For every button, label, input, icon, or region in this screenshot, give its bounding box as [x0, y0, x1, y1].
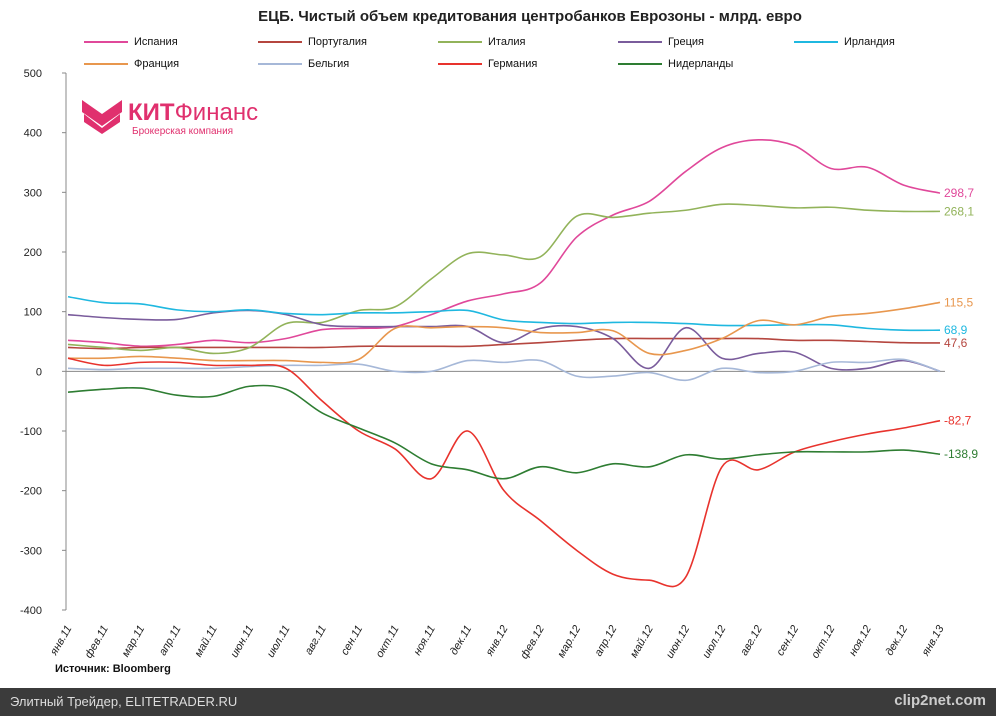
legend-label: Бельгия	[308, 58, 350, 70]
y-tick-label: -400	[20, 605, 42, 617]
x-tick-label: янв.11	[48, 624, 75, 659]
kitfinance-logo: КИТФинанс Брокерская компания	[80, 92, 260, 147]
x-tick-label: янв.13	[919, 623, 947, 659]
x-tick-label: мар.12	[555, 624, 583, 660]
legend-label: Нидерланды	[668, 58, 734, 70]
y-tick-label: -100	[20, 426, 42, 438]
y-tick-label: 100	[24, 307, 42, 319]
end-label: -138,9	[944, 447, 978, 461]
y-tick-label: -300	[20, 545, 42, 557]
end-label: 68,9	[944, 323, 968, 337]
x-tick-label: апр.11	[157, 624, 184, 658]
legend-swatch	[258, 63, 302, 65]
x-tick-label: ноя.11	[411, 624, 438, 658]
x-tick-label: дек.11	[448, 624, 474, 658]
legend-label: Греция	[668, 36, 704, 48]
series-line-Ирландия	[67, 295, 941, 332]
x-tick-label: апр.12	[592, 624, 619, 659]
legend-label: Ирландия	[844, 36, 895, 48]
legend-swatch	[794, 41, 838, 43]
source-note: Источник: Bloomberg	[55, 663, 171, 675]
y-tick-label: 400	[24, 128, 42, 140]
x-tick-label: июл.11	[265, 624, 293, 660]
y-tick-label: -200	[20, 486, 42, 498]
legend-swatch	[258, 41, 302, 43]
x-tick-label: фев.11	[83, 624, 111, 661]
end-label: -82,7	[944, 414, 972, 428]
legend-item: Ирландия	[794, 36, 895, 48]
x-tick-label: июл.12	[700, 624, 728, 661]
legend-label: Португалия	[308, 36, 367, 48]
legend-item: Греция	[618, 36, 704, 48]
x-tick-label: авг.11	[303, 624, 329, 658]
legend-label: Франция	[134, 58, 180, 70]
legend-item: Бельгия	[258, 58, 349, 70]
series-line-Германия	[67, 357, 941, 588]
legend-item: Франция	[84, 58, 179, 70]
x-tick-label: янв.12	[483, 624, 510, 659]
x-tick-label: ноя.12	[847, 624, 874, 659]
x-tick-label: дек.12	[884, 624, 911, 658]
legend-label: Италия	[488, 36, 526, 48]
legend-item: Нидерланды	[618, 58, 733, 70]
svg-text:КИТФинанс: КИТФинанс	[128, 99, 258, 126]
x-tick-label: май.11	[192, 624, 220, 660]
y-tick-label: 200	[24, 247, 42, 259]
y-tick-label: 500	[24, 68, 42, 80]
x-tick-label: июн.11	[228, 624, 256, 660]
site-caption: Элитный Трейдер, ELITETRADER.RU	[10, 694, 238, 709]
legend-item: Португалия	[258, 36, 367, 48]
x-tick-label: мар.11	[120, 624, 148, 660]
legend-swatch	[618, 63, 662, 65]
legend-item: Германия	[438, 58, 537, 70]
series-line-Италия	[67, 203, 941, 355]
series-line-Португалия	[67, 337, 941, 350]
footer-bar: Элитный Трейдер, ELITETRADER.RU clip2net…	[0, 688, 996, 716]
series-line-Греция	[67, 309, 941, 373]
end-label: 268,1	[944, 204, 974, 218]
x-tick-label: авг.12	[738, 624, 765, 658]
x-tick-label: фев.12	[518, 624, 547, 662]
y-tick-label: 300	[24, 187, 42, 199]
clip2net-watermark[interactable]: clip2net.com	[894, 692, 986, 709]
end-label: 115,5	[944, 295, 973, 309]
x-tick-label: май.12	[628, 624, 656, 660]
legend-item: Испания	[84, 36, 178, 48]
series-line-Нидерланды	[67, 384, 941, 480]
y-tick-label: 0	[36, 366, 42, 378]
x-tick-label: сен.11	[339, 624, 365, 658]
legend-label: Германия	[488, 58, 538, 70]
legend-swatch	[438, 41, 482, 43]
legend-label: Испания	[134, 36, 178, 48]
legend-swatch	[618, 41, 662, 43]
x-tick-label: окт.12	[809, 624, 837, 661]
legend-swatch	[84, 63, 128, 65]
legend-swatch	[438, 63, 482, 65]
x-tick-label: июн.12	[664, 624, 692, 661]
legend-swatch	[84, 41, 128, 43]
series-line-Бельгия	[67, 358, 941, 382]
line-chart: 500 400 300 200 100 0 -100 -200 -300 -400 янв.11 фе…	[20, 68, 978, 662]
x-tick-label: окт.11	[374, 624, 402, 660]
svg-text:Брокерская компания: Брокерская компания	[132, 126, 233, 137]
end-label: 47,6	[944, 336, 968, 350]
legend-item: Италия	[438, 36, 525, 48]
series-line-Франция	[67, 301, 941, 364]
end-label: 298,7	[944, 186, 974, 200]
chart-title: ЕЦБ. Чистый объем кредитования центробан…	[258, 8, 802, 25]
x-tick-label: сен.12	[774, 624, 801, 659]
series-line-Испания	[67, 139, 941, 348]
